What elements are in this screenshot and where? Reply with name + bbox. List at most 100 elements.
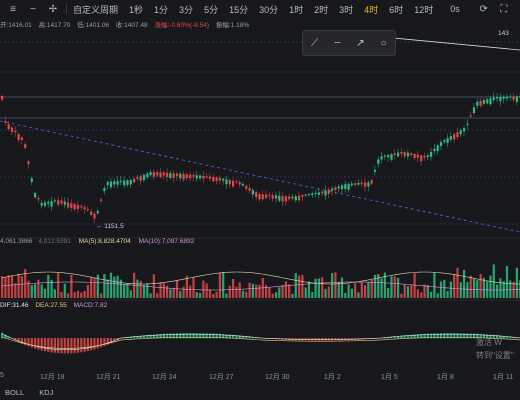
volume-bar [383,272,386,298]
candle-body [268,194,271,196]
macd-bar [73,338,76,354]
period-1s[interactable]: 1秒 [129,4,144,15]
indicator-boll[interactable]: BOLL [5,387,25,397]
volume-bar [449,281,452,298]
volume-bar [340,277,344,298]
ray-icon[interactable]: ↗ [356,37,365,49]
volume-bar [146,283,149,298]
macd-bar [397,335,400,339]
macd-bar [205,333,208,339]
volume-bar [152,274,155,298]
macd-bar [185,333,188,339]
dashed-line-icon[interactable]: ┄ [334,37,341,49]
period-2h[interactable]: 2时 [314,4,329,15]
period-6h[interactable]: 6时 [389,4,404,15]
volume-bar [321,277,324,298]
candle-body [202,175,205,179]
minus-icon[interactable]: − [30,3,36,15]
menu-icon[interactable]: ≡ [10,3,16,15]
macd-bar [387,337,390,339]
macd-bar [486,334,489,339]
macd-bar [235,335,238,339]
macd-bar [443,333,446,339]
candle-body [502,96,505,99]
candle-body [40,202,43,206]
candle-body [446,138,449,143]
volume-bar [57,272,60,298]
volume-bar [426,284,429,298]
period-1m[interactable]: 1分 [154,4,169,15]
volume-bar [459,282,462,298]
candle-body [100,199,103,201]
macd-bar [192,333,195,339]
macd-bar [307,338,311,341]
period-5m[interactable]: 5分 [204,4,219,15]
macd-bar [241,335,245,339]
candle-body [232,180,235,187]
candle-body [172,173,175,178]
period-15m[interactable]: 15分 [229,4,249,15]
candle-body [235,181,238,183]
macd-bar [502,335,505,339]
candle-body [106,181,109,185]
candle-body [169,173,172,179]
volume-bar [281,284,284,298]
volume-bar [314,278,317,298]
volume-bar [116,275,119,298]
period-1h[interactable]: 1时 [289,4,304,15]
candle-body [426,155,429,158]
windows-activation-watermark: 激活 W 转到"设置" [476,336,514,362]
volume-bar [162,283,165,298]
macd-bar [222,334,225,339]
volume-bar [373,274,377,298]
volume-bar [288,284,291,298]
volume-bar [489,275,492,298]
candle-body [70,203,73,208]
volume-bar [463,269,466,298]
candle-body [377,159,380,164]
x-tick: 5 [0,372,4,379]
candle-body [255,192,258,197]
candle-body [212,176,215,182]
volume-bar [100,293,103,298]
line-icon[interactable]: ⟋ [311,37,318,49]
candle-body [63,201,66,205]
indicator-kdj[interactable]: KDJ [39,387,54,397]
volume-bar [347,284,350,298]
fullscreen-icon[interactable]: ⛶ [500,3,508,15]
volume-bar [106,279,109,298]
macd-bar [113,338,116,342]
candle-body [1,96,4,100]
close-value: 收:1407.48 [115,22,148,29]
macd-bar [463,333,466,339]
period-3h[interactable]: 3时 [339,4,354,15]
period-30m[interactable]: 30分 [259,4,279,15]
candle-body [515,96,518,102]
period-12h[interactable]: 12时 [414,4,434,15]
volume-bar [30,285,33,298]
circle-icon[interactable]: ○ [380,37,387,49]
macd-bar [103,338,106,347]
volume-bar [109,272,113,298]
period-3m[interactable]: 3分 [179,4,194,15]
candle-body [129,180,132,185]
volume-bar [20,276,23,298]
price-chart[interactable] [0,32,520,368]
volume-bar [370,279,373,298]
custom-period-button[interactable]: 自定义周期 [73,4,119,15]
candle-body [403,152,406,157]
candle-body [133,178,136,183]
candle-body [472,107,476,114]
macd-bar [212,333,215,339]
volume-bar [337,281,340,298]
macd-bar [459,333,462,339]
macd-bar [50,338,53,353]
refresh-icon[interactable]: ⟳ [479,3,488,15]
crosshair-icon[interactable]: ✢ [48,3,58,15]
candle-body [463,128,466,132]
period-4h[interactable]: 4时 [364,4,379,15]
candle-body [149,172,152,176]
macd-bar [152,334,155,339]
macd-bar [238,335,241,339]
volume-bar [377,274,380,298]
